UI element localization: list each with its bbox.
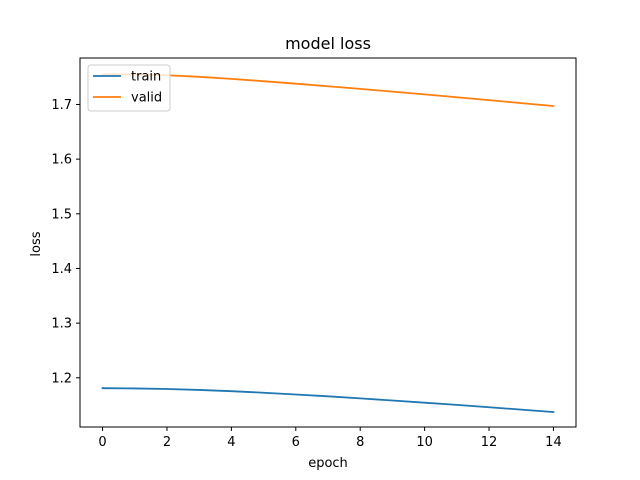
series-line-train xyxy=(101,387,555,414)
plot-area xyxy=(80,58,576,427)
x-tick-label: 14 xyxy=(545,435,562,450)
series-layer xyxy=(101,73,555,414)
y-tick-label: 1.4 xyxy=(51,262,72,277)
x-tick-label: 4 xyxy=(227,435,235,450)
y-tick-label: 1.3 xyxy=(51,317,72,332)
x-tick-label: 6 xyxy=(292,435,300,450)
x-axis-label: epoch xyxy=(308,456,348,471)
x-tick-label: 0 xyxy=(98,435,106,450)
chart-title: model loss xyxy=(285,34,371,53)
y-tick-label: 1.5 xyxy=(51,207,72,222)
y-tick-label: 1.7 xyxy=(51,98,72,113)
series-line-valid xyxy=(101,73,555,108)
x-tick-label: 12 xyxy=(481,435,498,450)
y-axis-label: loss xyxy=(29,231,44,256)
y-tick-label: 1.6 xyxy=(51,153,72,168)
axes-frame xyxy=(79,57,577,428)
legend-label-valid: valid xyxy=(131,91,162,106)
legend-label-train: train xyxy=(131,70,161,85)
axes-layer: 0 2 4 6 8 10 12 14 1.2 1.3 1.4 1.5 1.6 1.7 xyxy=(51,57,577,450)
legend: train valid xyxy=(87,64,171,112)
plot-background xyxy=(80,58,576,427)
y-tick-label: 1.2 xyxy=(51,371,72,386)
x-tick-label: 10 xyxy=(416,435,433,450)
x-tick-label: 2 xyxy=(163,435,171,450)
x-tick-label: 8 xyxy=(356,435,364,450)
